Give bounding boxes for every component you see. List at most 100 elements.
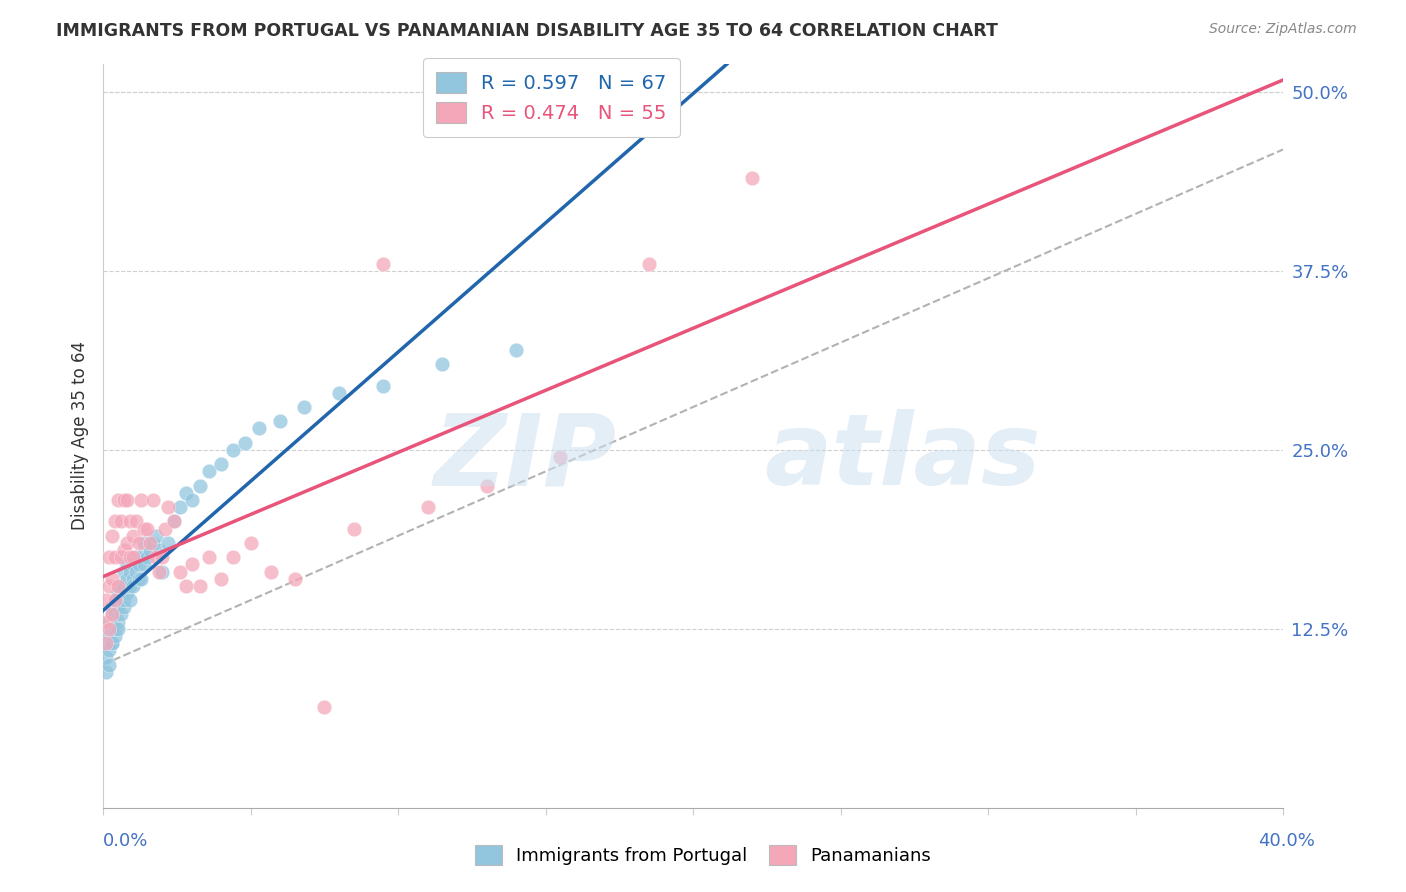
Point	[432, 357, 454, 371]
Point	[104, 550, 127, 565]
Point	[198, 464, 221, 478]
Point	[112, 579, 135, 593]
Point	[98, 622, 121, 636]
Y-axis label: Disability Age 35 to 64: Disability Age 35 to 64	[72, 341, 89, 530]
Point	[101, 572, 124, 586]
Point	[190, 579, 212, 593]
Point	[131, 493, 153, 508]
Point	[741, 171, 763, 186]
Point	[190, 478, 212, 492]
Point	[98, 579, 121, 593]
Point	[139, 543, 162, 558]
Point	[131, 572, 153, 586]
Point	[163, 515, 186, 529]
Point	[163, 515, 186, 529]
Point	[110, 593, 132, 607]
Text: Source: ZipAtlas.com: Source: ZipAtlas.com	[1209, 22, 1357, 37]
Point	[94, 650, 117, 665]
Point	[110, 607, 132, 622]
Point	[373, 378, 395, 392]
Point	[505, 343, 527, 357]
Point	[233, 435, 256, 450]
Point	[314, 700, 336, 714]
Point	[136, 522, 159, 536]
Point	[121, 572, 143, 586]
Point	[222, 550, 245, 565]
Point	[118, 565, 141, 579]
Text: atlas: atlas	[763, 409, 1040, 507]
Point	[112, 593, 135, 607]
Point	[112, 543, 135, 558]
Point	[416, 500, 439, 515]
Point	[136, 550, 159, 565]
Text: ZIP: ZIP	[433, 409, 616, 507]
Point	[104, 515, 127, 529]
Point	[94, 615, 117, 629]
Point	[121, 529, 143, 543]
Point	[475, 478, 498, 492]
Point	[118, 515, 141, 529]
Point	[148, 565, 170, 579]
Point	[180, 493, 202, 508]
Point	[98, 615, 121, 629]
Point	[209, 457, 232, 471]
Point	[180, 558, 202, 572]
Point	[142, 536, 165, 550]
Point	[157, 536, 180, 550]
Point	[328, 385, 350, 400]
Point	[638, 257, 661, 271]
Point	[121, 579, 143, 593]
Point	[107, 622, 129, 636]
Point	[134, 522, 156, 536]
Point	[249, 421, 271, 435]
Point	[124, 550, 146, 565]
Point	[107, 600, 129, 615]
Point	[121, 550, 143, 565]
Point	[134, 558, 156, 572]
Point	[104, 622, 127, 636]
Point	[150, 565, 173, 579]
Point	[174, 486, 197, 500]
Point	[107, 579, 129, 593]
Point	[107, 615, 129, 629]
Point	[118, 579, 141, 593]
Point	[118, 550, 141, 565]
Point	[222, 442, 245, 457]
Point	[94, 636, 117, 650]
Point	[94, 593, 117, 607]
Point	[101, 607, 124, 622]
Text: IMMIGRANTS FROM PORTUGAL VS PANAMANIAN DISABILITY AGE 35 TO 64 CORRELATION CHART: IMMIGRANTS FROM PORTUGAL VS PANAMANIAN D…	[56, 22, 998, 40]
Point	[174, 579, 197, 593]
Point	[115, 586, 138, 600]
Point	[112, 600, 135, 615]
Point	[145, 529, 167, 543]
Text: 0.0%: 0.0%	[103, 831, 148, 849]
Text: 40.0%: 40.0%	[1258, 831, 1315, 849]
Point	[169, 500, 191, 515]
Point	[115, 572, 138, 586]
Point	[94, 665, 117, 679]
Point	[373, 257, 395, 271]
Point	[101, 600, 124, 615]
Point	[104, 593, 127, 607]
Point	[107, 586, 129, 600]
Point	[118, 593, 141, 607]
Point	[101, 529, 124, 543]
Point	[98, 657, 121, 672]
Point	[115, 493, 138, 508]
Point	[131, 550, 153, 565]
Point	[98, 550, 121, 565]
Point	[110, 579, 132, 593]
Point	[239, 536, 262, 550]
Point	[115, 558, 138, 572]
Point	[101, 607, 124, 622]
Point	[94, 636, 117, 650]
Point	[110, 550, 132, 565]
Point	[104, 593, 127, 607]
Point	[292, 400, 315, 414]
Point	[128, 572, 150, 586]
Point	[104, 629, 127, 643]
Legend: Immigrants from Portugal, Panamanians: Immigrants from Portugal, Panamanians	[467, 838, 939, 872]
Point	[169, 565, 191, 579]
Point	[153, 522, 176, 536]
